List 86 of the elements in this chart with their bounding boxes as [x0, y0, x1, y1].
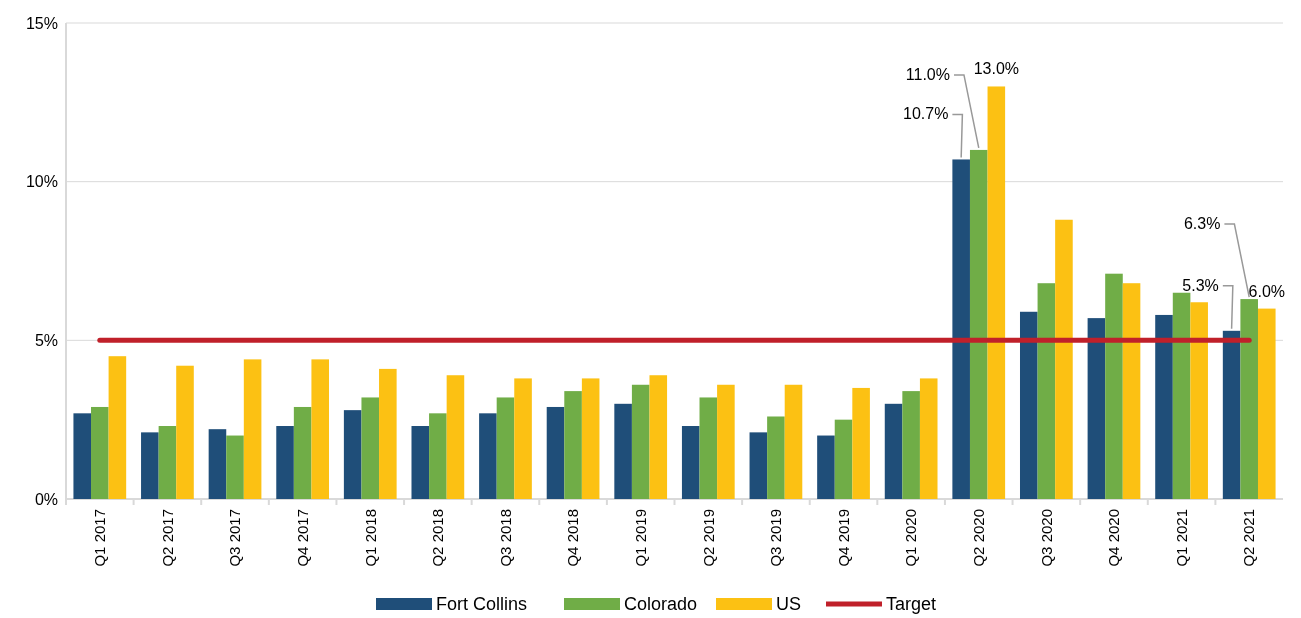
data-label: 10.7%: [903, 105, 949, 123]
bar: [479, 413, 497, 499]
bar: [108, 356, 127, 499]
bar: [1105, 273, 1123, 499]
bar: [919, 378, 938, 499]
bar: [293, 406, 312, 499]
bar: [1257, 308, 1276, 499]
bar: [852, 387, 870, 499]
x-tick-label: Q3 2018: [496, 509, 514, 567]
bar: [1122, 283, 1141, 499]
bar: [514, 378, 532, 499]
bar: [141, 432, 159, 499]
legend-label: Colorado: [624, 594, 698, 614]
bar: [969, 149, 988, 499]
bar: [699, 397, 718, 499]
bar: [243, 359, 262, 499]
y-tick-label: 0%: [34, 490, 58, 508]
bar: [496, 397, 515, 499]
data-label: 5.3%: [1182, 276, 1219, 294]
bar: [784, 384, 803, 499]
bar: [1190, 302, 1208, 499]
x-tick-label: Q2 2018: [429, 509, 447, 567]
x-tick-label: Q2 2019: [699, 509, 717, 567]
x-tick-label: Q4 2017: [293, 509, 311, 567]
bar: [379, 368, 397, 499]
bar: [176, 365, 194, 499]
bar: [681, 426, 700, 499]
bar: [1055, 219, 1073, 499]
bar: [1019, 311, 1038, 499]
bar: [1222, 330, 1241, 499]
data-label: 13.0%: [973, 60, 1020, 78]
legend-label: Fort Collins: [436, 594, 528, 614]
bar: [361, 397, 380, 499]
x-tick-label: Q4 2018: [564, 509, 582, 567]
bar: [649, 375, 668, 499]
bar: [446, 375, 465, 499]
legend-label: US: [776, 594, 802, 614]
bar: [581, 378, 600, 499]
bar: [343, 410, 362, 499]
bar: [749, 432, 768, 499]
bar: [631, 384, 650, 499]
bar: [411, 426, 430, 499]
x-tick-label: Q1 2020: [902, 509, 920, 567]
bar: [1172, 292, 1191, 499]
legend-label: Target: [886, 594, 937, 614]
bar: [987, 86, 1006, 499]
bar: [767, 416, 785, 499]
x-tick-label: Q1 2017: [91, 509, 109, 567]
y-tick-label: 5%: [34, 331, 58, 349]
bar: [276, 426, 294, 499]
bar: [717, 384, 735, 499]
bar: [429, 413, 447, 499]
x-tick-label: Q1 2021: [1172, 509, 1190, 567]
bar: [73, 413, 92, 499]
bar: [208, 429, 227, 499]
bar: [614, 403, 632, 499]
bar: [564, 391, 582, 499]
bar: [158, 426, 177, 499]
bar: [226, 435, 244, 499]
bar: [902, 391, 920, 499]
bar: [91, 406, 109, 499]
x-tick-label: Q2 2021: [1240, 509, 1258, 567]
bar: [884, 403, 903, 499]
y-tick-label: 15%: [25, 14, 58, 32]
bar: [1155, 314, 1173, 499]
x-tick-label: Q3 2017: [226, 509, 244, 567]
bar: [952, 159, 970, 499]
x-tick-label: Q4 2020: [1105, 509, 1123, 567]
y-tick-label: 10%: [25, 173, 58, 191]
x-tick-label: Q3 2020: [1037, 509, 1055, 567]
x-tick-label: Q2 2017: [158, 509, 176, 567]
bar: [311, 359, 330, 499]
x-tick-label: Q4 2019: [834, 509, 852, 567]
data-label: 11.0%: [905, 65, 950, 83]
data-label: 6.3%: [1183, 215, 1221, 233]
x-tick-label: Q1 2018: [361, 509, 379, 567]
bar: [1037, 283, 1056, 499]
data-label: 6.0%: [1248, 282, 1286, 300]
bar: [1087, 318, 1106, 499]
bar: [834, 419, 853, 499]
bar: [1240, 299, 1258, 499]
x-tick-label: Q2 2020: [970, 509, 987, 567]
bar: [817, 435, 835, 499]
x-tick-label: Q1 2019: [631, 509, 649, 567]
bar: [546, 406, 565, 499]
x-tick-label: Q3 2019: [767, 509, 785, 567]
